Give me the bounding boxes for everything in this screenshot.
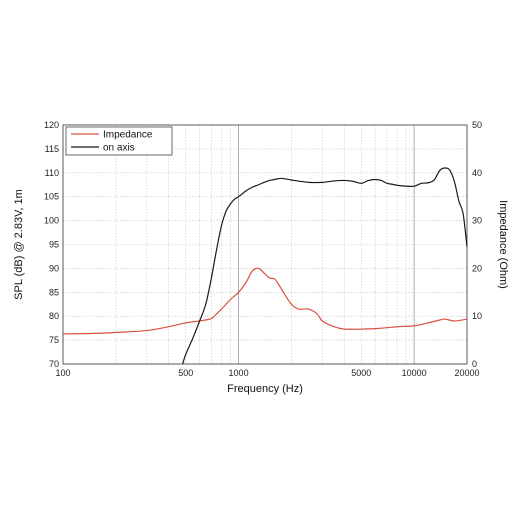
y-axis-label: SPL (dB) @ 2.83V, 1m	[13, 189, 25, 300]
legend: Impedance on axis	[65, 126, 173, 156]
y-tick-label: 115	[45, 144, 59, 154]
legend-entry-impedance: Impedance	[103, 130, 153, 141]
legend-entry-on-axis: on axis	[103, 143, 135, 154]
x-tick-label: 500	[178, 368, 193, 378]
grid	[63, 125, 467, 364]
tick-labels: 100 500 1000 5000 10000 200007075808590951001…	[44, 120, 482, 378]
x-tick-label: 1000	[229, 368, 249, 378]
y-tick-label: 80	[49, 311, 59, 321]
y-tick-label: 95	[49, 240, 59, 250]
y-tick-label: 85	[49, 287, 59, 297]
series-lines	[62, 167, 468, 365]
x-tick-label: 100	[55, 368, 70, 378]
y-tick-label: 90	[49, 263, 59, 273]
series-line-on-axis	[182, 167, 468, 365]
y-tick-label: 120	[44, 120, 59, 130]
y2-tick-label: 50	[472, 120, 482, 130]
y-tick-label: 105	[44, 192, 59, 202]
y-tick-label: 70	[49, 359, 59, 369]
x-axis-label: Frequency (Hz)	[227, 383, 303, 395]
y-tick-label: 110	[45, 168, 59, 178]
legend-box	[65, 126, 173, 156]
y2-tick-label: 20	[472, 263, 482, 273]
y2-tick-label: 10	[472, 311, 482, 321]
y2-tick-label: 30	[472, 216, 482, 226]
y-tick-label: 75	[49, 335, 59, 345]
y2-tick-label: 40	[472, 168, 482, 178]
y2-tick-label: 0	[472, 359, 477, 369]
x-tick-label: 10000	[402, 368, 427, 378]
y-tick-label: 100	[44, 216, 59, 226]
y2-axis-label: Impedance (Ohm)	[497, 200, 509, 289]
x-tick-label: 5000	[351, 368, 371, 378]
x-tick-label: 20000	[454, 368, 479, 378]
